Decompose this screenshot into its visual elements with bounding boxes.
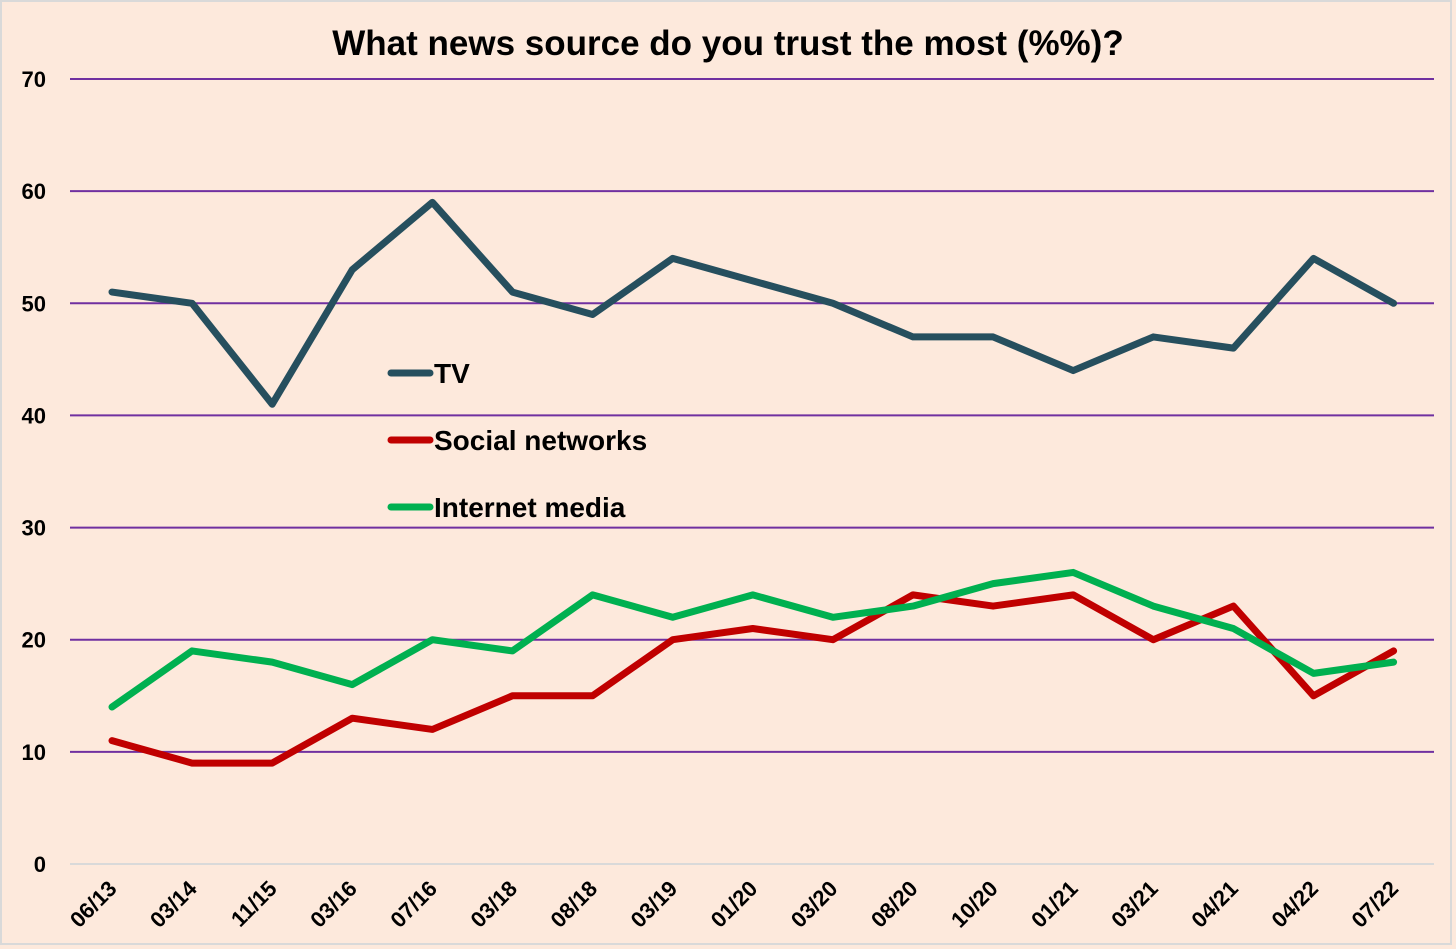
series-line-0 — [108, 198, 1398, 408]
x-tick-label: 03/20 — [786, 876, 843, 933]
y-tick-label: 60 — [22, 179, 46, 204]
x-tick-label: 10/20 — [946, 876, 1003, 933]
y-tick-label: 30 — [22, 516, 46, 541]
legend-label: Internet media — [434, 492, 626, 523]
series-lines — [108, 198, 1398, 767]
y-tick-label: 10 — [22, 740, 46, 765]
x-tick-label: 08/20 — [866, 876, 923, 933]
legend-label: Social networks — [434, 425, 647, 456]
series-line-1 — [108, 591, 1398, 767]
x-tick-label: 03/21 — [1106, 876, 1163, 933]
x-tick-label: 07/16 — [385, 876, 442, 933]
x-axis-ticks: 06/13 03/14 11/15 03/16 07/16 03/18 08/18 03/19… — [65, 875, 1403, 932]
y-tick-label: 40 — [22, 403, 46, 428]
x-tick-label: 07/22 — [1347, 876, 1404, 933]
x-tick-label: 06/13 — [65, 876, 122, 933]
x-tick-label: 04/21 — [1186, 876, 1243, 933]
series-line-2 — [108, 568, 1398, 711]
y-axis-ticks: 0 10 20 30 40 50 60 70 — [22, 67, 46, 877]
x-tick-label: 08/18 — [546, 876, 603, 933]
x-tick-label: 03/18 — [465, 876, 522, 933]
x-tick-label: 03/16 — [305, 876, 362, 933]
y-tick-label: 70 — [22, 67, 46, 92]
x-tick-label: 01/20 — [706, 876, 763, 933]
x-tick-label: 04/22 — [1266, 876, 1323, 933]
legend-label: TV — [434, 358, 470, 389]
gridlines — [70, 78, 1434, 865]
x-tick-label: 11/15 — [226, 876, 282, 932]
y-tick-label: 50 — [22, 291, 46, 316]
x-tick-label: 01/21 — [1026, 876, 1083, 933]
x-tick-label: 03/14 — [145, 875, 202, 932]
legend: TV Social networks Internet media — [387, 358, 647, 523]
y-tick-label: 20 — [22, 628, 46, 653]
y-tick-label: 0 — [34, 852, 46, 877]
chart-title: What news source do you trust the most (… — [332, 24, 1123, 63]
x-tick-label: 03/19 — [626, 876, 683, 933]
